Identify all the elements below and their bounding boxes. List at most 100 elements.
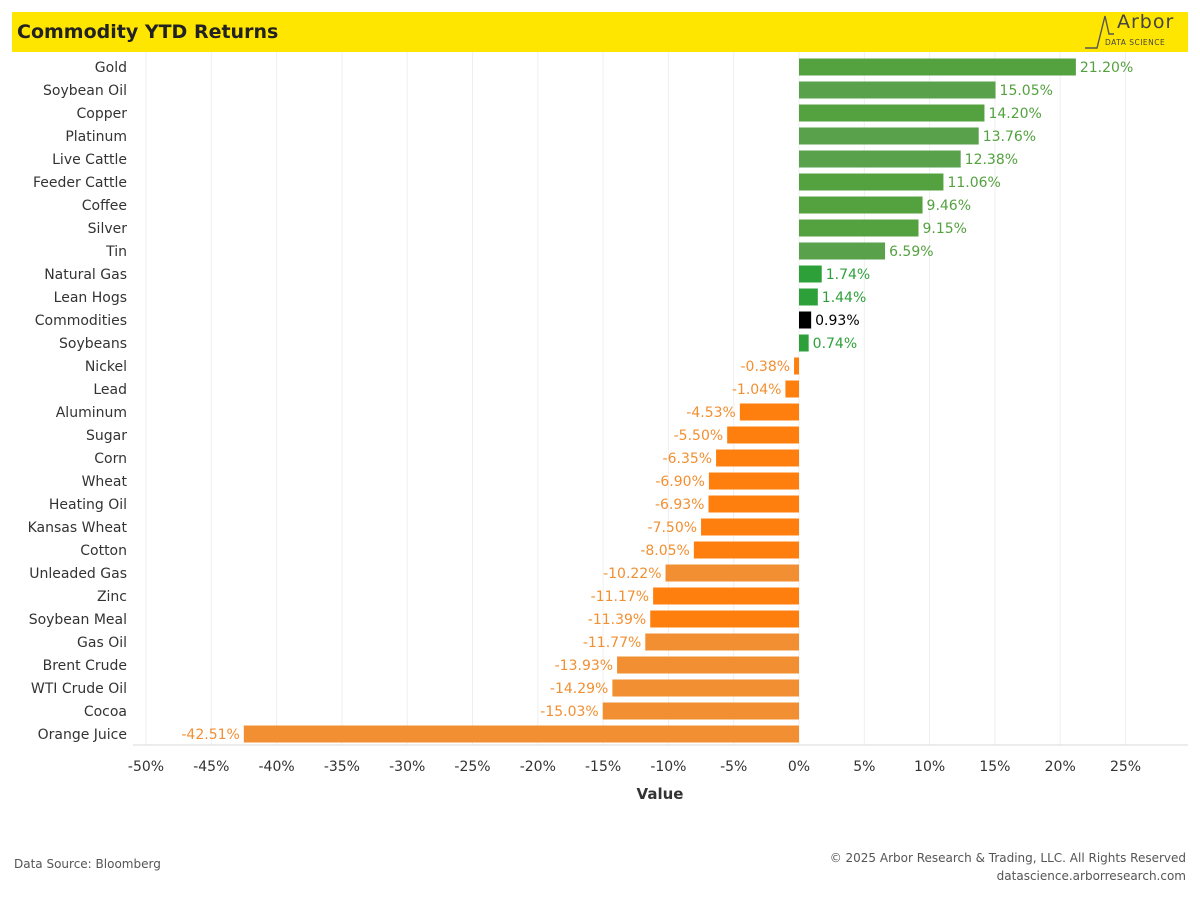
bar (716, 449, 799, 467)
bar (799, 288, 818, 306)
bar (785, 380, 799, 398)
category-label: Brent Crude (43, 658, 127, 674)
data-label: -7.50% (648, 520, 698, 536)
x-tick-label: -15% (585, 759, 621, 775)
data-label: -42.51% (181, 727, 239, 743)
category-label: Coffee (82, 198, 127, 214)
bar (794, 357, 799, 375)
x-tick-label: -10% (650, 759, 686, 775)
category-label: Lean Hogs (54, 290, 127, 306)
category-label: Heating Oil (49, 497, 127, 513)
data-label: 13.76% (983, 129, 1036, 145)
data-source: Data Source: Bloomberg (14, 857, 161, 871)
bar (612, 679, 799, 697)
data-label: -11.77% (583, 635, 641, 651)
category-label: Corn (94, 451, 127, 467)
category-label: Aluminum (56, 405, 127, 421)
category-label: Kansas Wheat (28, 520, 128, 536)
arbor-logo: Arbor DATA SCIENCE (1083, 11, 1178, 52)
bar (739, 403, 799, 421)
data-label: 15.05% (1000, 83, 1053, 99)
category-label: Cotton (80, 543, 127, 559)
data-label: -1.04% (732, 382, 782, 398)
bar (799, 81, 996, 99)
footer-credits: © 2025 Arbor Research & Trading, LLC. Al… (830, 849, 1186, 885)
bar (799, 173, 944, 191)
category-label: Lead (93, 382, 127, 398)
website-link[interactable]: datascience.arborresearch.com (996, 869, 1186, 883)
data-label: 11.06% (947, 175, 1000, 191)
bar (799, 150, 961, 168)
category-label: Soybean Meal (29, 612, 127, 628)
category-label: Cocoa (84, 704, 127, 720)
data-label: -10.22% (603, 566, 661, 582)
category-label: Sugar (86, 428, 127, 444)
logo-word: Arbor (1117, 11, 1175, 33)
data-label: -13.93% (555, 658, 613, 674)
bar (708, 472, 799, 490)
data-label: -5.50% (674, 428, 724, 444)
bar (799, 265, 822, 283)
data-label: 0.93% (815, 313, 859, 329)
category-label: Soybeans (59, 336, 127, 352)
x-tick-label: 20% (1045, 759, 1076, 775)
category-label: Silver (88, 221, 128, 237)
data-label: 0.74% (813, 336, 857, 352)
bar-chart: Gold 21.20% Soybean Oil 15.05% Copper 14.20% P… (28, 52, 1188, 803)
bar (799, 242, 886, 260)
data-label: -14.29% (550, 681, 608, 697)
category-label: Gas Oil (77, 635, 127, 651)
bar (650, 610, 799, 628)
category-label: Nickel (85, 359, 127, 375)
copyright-text: © 2025 Arbor Research & Trading, LLC. Al… (829, 851, 1186, 865)
bar (617, 656, 799, 674)
category-label: Copper (77, 106, 128, 122)
category-label: Zinc (97, 589, 127, 605)
data-label: -15.03% (540, 704, 598, 720)
x-tick-label: 10% (914, 759, 945, 775)
bar (799, 219, 919, 237)
data-label: 12.38% (965, 152, 1018, 168)
bar (799, 196, 923, 214)
data-label: 21.20% (1080, 60, 1133, 76)
logo-subtitle: DATA SCIENCE (1105, 38, 1166, 47)
category-label: Platinum (65, 129, 127, 145)
category-label: Feeder Cattle (33, 175, 127, 191)
category-label: Orange Juice (38, 727, 127, 743)
x-tick-label: -30% (389, 759, 425, 775)
x-tick-label: -35% (324, 759, 360, 775)
x-tick-label: 5% (853, 759, 875, 775)
bar (708, 495, 799, 513)
data-label: -6.35% (663, 451, 713, 467)
bar (653, 587, 799, 605)
x-tick-label: 0% (788, 759, 810, 775)
data-label: -8.05% (640, 543, 690, 559)
data-label: 6.59% (889, 244, 933, 260)
bar (243, 725, 799, 743)
bar (602, 702, 799, 720)
x-tick-label: -50% (128, 759, 164, 775)
category-label: Unleaded Gas (29, 566, 127, 582)
data-label: -0.38% (741, 359, 791, 375)
category-label: Tin (105, 244, 127, 260)
category-label: Natural Gas (44, 267, 127, 283)
bar (645, 633, 799, 651)
data-label: -6.93% (655, 497, 705, 513)
x-tick-label: -5% (720, 759, 747, 775)
data-label: -6.90% (655, 474, 705, 490)
x-tick-label: -45% (193, 759, 229, 775)
x-tick-label: 15% (979, 759, 1010, 775)
arbor-logo-icon (1085, 15, 1114, 49)
x-tick-label: -25% (454, 759, 490, 775)
data-label: -11.17% (591, 589, 649, 605)
category-label: Live Cattle (52, 152, 127, 168)
data-label: 1.44% (822, 290, 866, 306)
category-label: Commodities (35, 313, 127, 329)
category-label: Gold (95, 60, 127, 76)
bar (693, 541, 799, 559)
data-label: 14.20% (988, 106, 1041, 122)
x-tick-label: -40% (259, 759, 295, 775)
category-label: Soybean Oil (43, 83, 127, 99)
bar (799, 58, 1076, 76)
bar (799, 127, 979, 145)
